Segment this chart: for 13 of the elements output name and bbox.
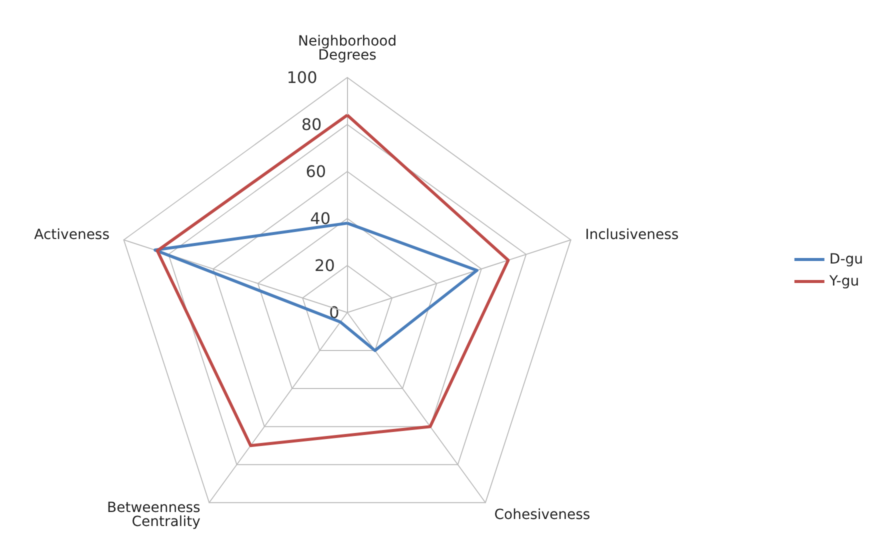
spoke-label: Activeness [34,227,110,244]
y-tick-label: 60 [306,162,326,181]
spoke-label: Cohesiveness [494,506,590,523]
spoke-label: Betweenness Centrality [107,500,200,530]
spoke-label: Inclusiveness [585,227,679,244]
legend-label: Y-gu [828,274,860,290]
y-tick-label: 40 [310,209,330,228]
y-tick-label: 80 [301,115,322,134]
y-tick-label: 0 [329,303,340,322]
y-tick-label: 20 [314,256,335,275]
spoke-label: Neighborhood Degrees [298,34,397,64]
legend-label: D-gu [829,252,863,268]
y-tick-label: 100 [286,68,318,87]
